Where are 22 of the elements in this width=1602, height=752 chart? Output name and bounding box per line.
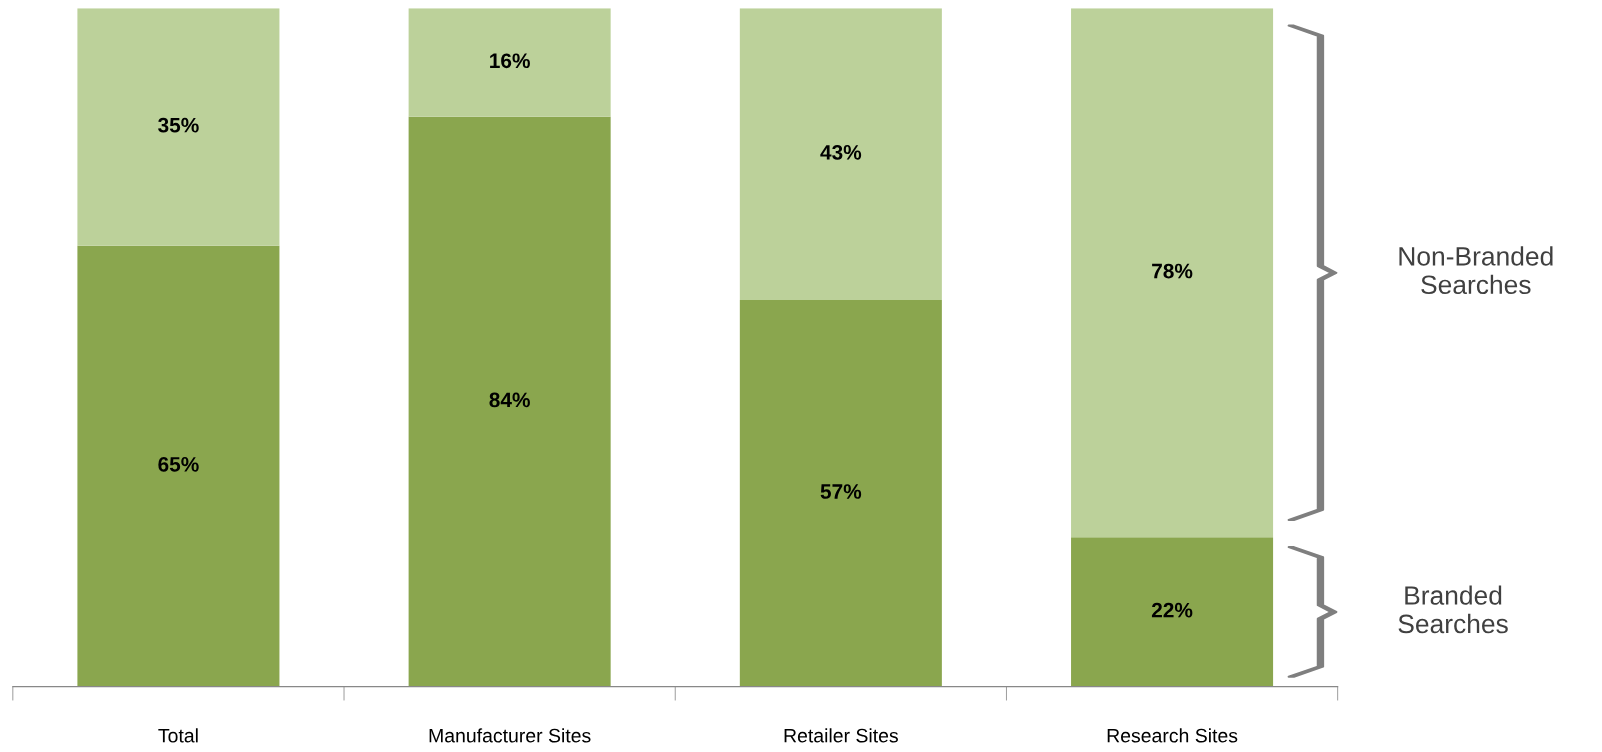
text: Branded Searches <box>1398 585 1508 634</box>
data-label: 16% <box>490 53 530 69</box>
data-label: 78% <box>1152 263 1193 279</box>
x-tick-label: Manufacturer Sites <box>429 728 591 743</box>
x-tick-label: Research Sites <box>1107 728 1238 743</box>
bar <box>408 116 611 687</box>
bar <box>1071 537 1274 687</box>
text: Non-Branded Searches <box>1399 246 1553 295</box>
bar <box>739 8 942 300</box>
bar <box>1071 8 1274 538</box>
data-label: 84% <box>489 392 530 408</box>
data-label: 35% <box>158 117 199 133</box>
data-label: 65% <box>158 456 199 472</box>
x-tick-label: Retailer Sites <box>784 728 898 743</box>
x-tick-label: Total <box>158 728 198 743</box>
bar <box>77 245 280 687</box>
bar <box>739 299 942 687</box>
data-label: 22% <box>1151 602 1193 618</box>
bar <box>77 8 280 246</box>
data-label: 43% <box>820 144 862 160</box>
data-label: 57% <box>820 484 862 499</box>
bar <box>408 8 611 117</box>
